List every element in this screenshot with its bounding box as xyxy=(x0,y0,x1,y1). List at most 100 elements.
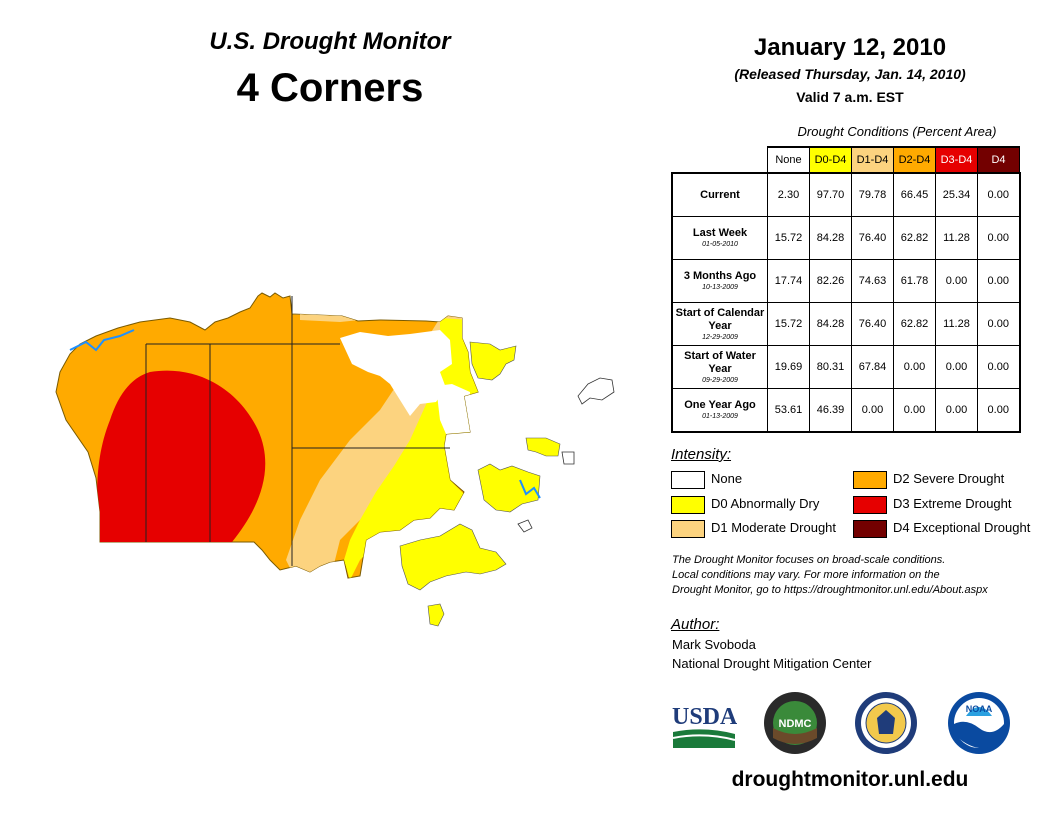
author-label: Author: xyxy=(671,616,720,633)
cell: 66.45 xyxy=(893,172,936,217)
doc-seal-logo xyxy=(853,690,919,756)
table-row: Last Week 01-05-2010 15.72 84.28 76.40 62… xyxy=(671,216,1021,260)
legend-swatch xyxy=(671,519,705,538)
drought-map xyxy=(55,292,615,627)
d3-region xyxy=(97,370,266,542)
cell: 0.00 xyxy=(935,259,978,303)
cell: 76.40 xyxy=(851,302,894,346)
intensity-label: Intensity: xyxy=(671,446,732,463)
cell: 0.00 xyxy=(977,259,1021,303)
noaa-logo: NOAA xyxy=(946,690,1012,756)
legend-swatch xyxy=(671,470,705,489)
legend-swatch xyxy=(671,495,705,514)
cell: 19.69 xyxy=(767,345,810,389)
none-island-1 xyxy=(577,377,615,405)
d0-patch-east-1 xyxy=(477,463,541,513)
cell: 84.28 xyxy=(809,216,852,260)
ndmc-logo: NDMC xyxy=(762,690,828,756)
county-lines xyxy=(145,296,450,566)
cell: 82.26 xyxy=(809,259,852,303)
cell: 76.40 xyxy=(851,216,894,260)
cell: 84.28 xyxy=(809,302,852,346)
none-island-2 xyxy=(517,519,533,533)
cell: 79.78 xyxy=(851,172,894,217)
cell: 0.00 xyxy=(851,388,894,433)
legend-item-none: None xyxy=(671,470,742,489)
river-east xyxy=(519,479,541,499)
table-row: Start of Calendar Year 12-29-2009 15.72 8… xyxy=(671,302,1021,346)
d0-patch-e3 xyxy=(525,437,561,457)
col-none: None xyxy=(767,146,810,174)
cell: 46.39 xyxy=(809,388,852,433)
row-header: One Year Ago 01-13-2009 xyxy=(671,388,768,433)
cell: 0.00 xyxy=(977,345,1021,389)
region-title: 4 Corners xyxy=(236,66,424,110)
col-d3-d4: D3-D4 xyxy=(935,146,978,174)
none-region-west xyxy=(436,384,470,434)
legend-item-d3: D3 Extreme Drought xyxy=(853,495,1012,514)
none-region-north xyxy=(292,296,342,316)
d0-patch-ne xyxy=(469,341,517,381)
legend-item-d4: D4 Exceptional Drought xyxy=(853,519,1030,538)
row-header: Start of Calendar Year 12-29-2009 xyxy=(671,302,768,346)
legend-item-d0: D0 Abnormally Dry xyxy=(671,495,819,514)
cell: 15.72 xyxy=(767,216,810,260)
d0-patch-east-2 xyxy=(399,523,507,591)
col-d1-d4: D1-D4 xyxy=(851,146,894,174)
cell: 11.28 xyxy=(935,216,978,260)
valid-time: Valid 7 a.m. EST xyxy=(796,89,904,105)
cell: 62.82 xyxy=(893,216,936,260)
row-header: Start of Water Year 09-29-2009 xyxy=(671,345,768,389)
row-header: Last Week 01-05-2010 xyxy=(671,216,768,260)
cell: 62.82 xyxy=(893,302,936,346)
cell: 67.84 xyxy=(851,345,894,389)
cell: 0.00 xyxy=(977,388,1021,433)
d0-patch-south xyxy=(427,603,445,627)
col-d4: D4 xyxy=(977,146,1020,174)
website-url[interactable]: droughtmonitor.unl.edu xyxy=(731,768,969,791)
svg-text:NDMC: NDMC xyxy=(779,718,812,730)
cell: 61.78 xyxy=(893,259,936,303)
legend-item-d2: D2 Severe Drought xyxy=(853,470,1004,489)
cell: 17.74 xyxy=(767,259,810,303)
svg-text:NOAA: NOAA xyxy=(966,704,993,714)
map-date: January 12, 2010 xyxy=(753,34,947,61)
cell: 25.34 xyxy=(935,172,978,217)
cell: 0.00 xyxy=(935,345,978,389)
conditions-table: None D0-D4 D1-D4 D2-D4 D3-D4 D4 Current … xyxy=(671,146,1021,433)
row-header: 3 Months Ago 10-13-2009 xyxy=(671,259,768,303)
table-row: Current 2.30 97.70 79.78 66.45 25.34 0.0… xyxy=(671,172,1021,217)
river xyxy=(69,329,135,352)
author-name: Mark Svoboda xyxy=(672,637,756,652)
col-d2-d4: D2-D4 xyxy=(893,146,936,174)
cell: 0.00 xyxy=(977,216,1021,260)
row-header: Current xyxy=(671,172,768,217)
cell: 11.28 xyxy=(935,302,978,346)
monitor-title: U.S. Drought Monitor xyxy=(209,28,451,55)
legend-item-d1: D1 Moderate Drought xyxy=(671,519,836,538)
none-region xyxy=(340,330,452,416)
conditions-title: Drought Conditions (Percent Area) xyxy=(797,124,997,139)
table-row: 3 Months Ago 10-13-2009 17.74 82.26 74.63… xyxy=(671,259,1021,303)
cell: 0.00 xyxy=(935,388,978,433)
none-island-3 xyxy=(561,451,575,465)
table-row: Start of Water Year 09-29-2009 19.69 80.3… xyxy=(671,345,1021,389)
disclaimer-note: The Drought Monitor focuses on broad-sca… xyxy=(672,554,988,596)
legend-swatch xyxy=(853,470,887,489)
col-d0-d4: D0-D4 xyxy=(809,146,852,174)
cell: 0.00 xyxy=(893,345,936,389)
author-org: National Drought Mitigation Center xyxy=(672,656,872,671)
legend-swatch xyxy=(853,519,887,538)
cell: 80.31 xyxy=(809,345,852,389)
table-row: One Year Ago 01-13-2009 53.61 46.39 0.00 … xyxy=(671,388,1021,433)
usda-logo: USDA xyxy=(671,700,738,750)
cell: 74.63 xyxy=(851,259,894,303)
svg-text:USDA: USDA xyxy=(672,704,737,730)
cell: 0.00 xyxy=(977,302,1021,346)
cell: 53.61 xyxy=(767,388,810,433)
cell: 2.30 xyxy=(767,172,810,217)
cell: 97.70 xyxy=(809,172,852,217)
legend-swatch xyxy=(853,495,887,514)
cell: 0.00 xyxy=(977,172,1021,217)
release-date: (Released Thursday, Jan. 14, 2010) xyxy=(734,66,966,82)
